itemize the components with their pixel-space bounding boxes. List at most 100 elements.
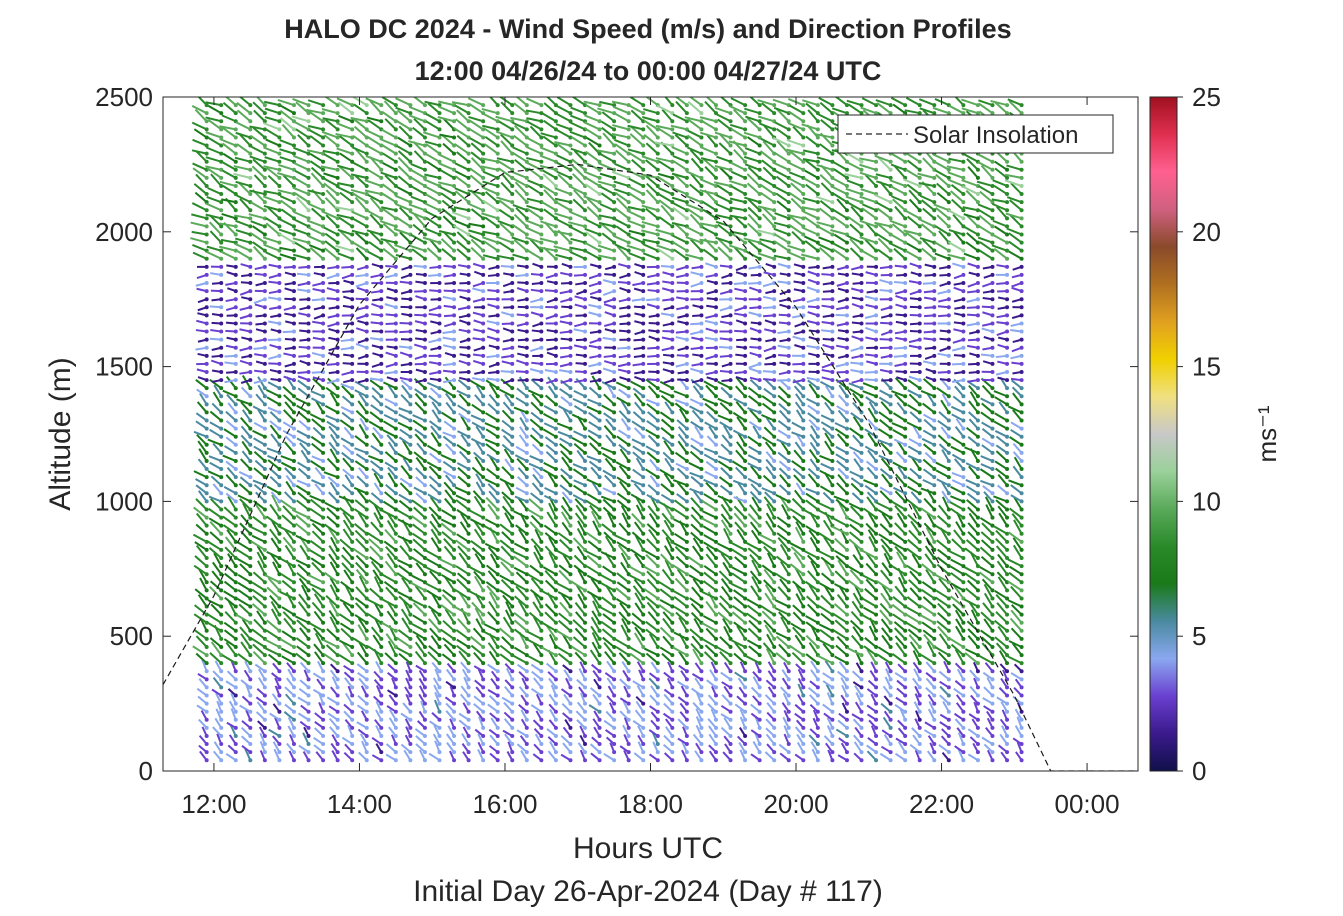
wind-barb-dot	[583, 734, 587, 738]
wind-barb-dot	[394, 354, 398, 358]
wind-barb-dot	[408, 548, 412, 552]
wind-barb-dot	[205, 507, 209, 511]
wind-barb-dot	[234, 718, 238, 722]
wind-barb-dot	[539, 176, 543, 180]
wind-barb-dot	[379, 685, 383, 689]
wind-barb-dot	[292, 613, 296, 617]
wind-barb-dot	[554, 572, 558, 576]
wind-barb-dot	[437, 532, 441, 536]
wind-barb-dot	[568, 621, 572, 625]
wind-barb-dot	[583, 208, 587, 212]
wind-barb-dot	[627, 386, 631, 390]
wind-barb-dot	[568, 378, 572, 382]
wind-barb-dot	[481, 588, 485, 592]
wind-barb-dot	[292, 742, 296, 746]
wind-barb-dot	[612, 734, 616, 738]
wind-barb-dot	[336, 200, 340, 204]
wind-barb-dot	[496, 605, 500, 609]
wind-barb-dot	[554, 677, 558, 681]
wind-barb-dot	[525, 596, 529, 600]
wind-barb-dot	[612, 402, 616, 406]
wind-barb-dot	[452, 596, 456, 600]
wind-barb-dot	[525, 265, 529, 269]
wind-barb-dot	[612, 451, 616, 455]
wind-barb-dot	[350, 419, 354, 423]
wind-barb-dot	[205, 750, 209, 754]
wind-barb-dot	[205, 443, 209, 447]
wind-barb-dot	[641, 758, 645, 762]
wind-barb-dot	[350, 572, 354, 576]
wind-barb-dot	[467, 451, 471, 455]
wind-barb-dot	[510, 734, 514, 738]
wind-barb-dot	[394, 330, 398, 334]
wind-barb-dot	[292, 645, 296, 649]
wind-barb-dot	[510, 192, 514, 196]
wind-barb-dot	[452, 467, 456, 471]
wind-barb-dot	[539, 135, 543, 139]
wind-barb-dot	[307, 152, 311, 156]
wind-barb-dot	[627, 330, 631, 334]
wind-barb-dot	[554, 370, 558, 374]
wind-barb-dot	[423, 483, 427, 487]
wind-barb-dot	[627, 718, 631, 722]
wind-barb-dot	[321, 313, 325, 317]
wind-barb-dot	[365, 184, 369, 188]
wind-barb-dot	[598, 548, 602, 552]
wind-barb-dot	[554, 734, 558, 738]
wind-barb-dot	[394, 127, 398, 131]
wind-barb-dot	[205, 354, 209, 358]
wind-barb-dot	[583, 507, 587, 511]
wind-barb-dot	[437, 208, 441, 212]
wind-barb-dot	[321, 330, 325, 334]
wind-barb-dot	[336, 232, 340, 236]
wind-barb-dot	[205, 152, 209, 156]
wind-barb-dot	[641, 548, 645, 552]
wind-barb-dot	[379, 378, 383, 382]
wind-barb-dot	[234, 742, 238, 746]
wind-barb-dot	[248, 354, 252, 358]
wind-barb-dot	[277, 354, 281, 358]
wind-barb-dot	[437, 443, 441, 447]
wind-barb-dot	[379, 265, 383, 269]
wind-barb-dot	[263, 491, 267, 495]
wind-barb-dot	[423, 127, 427, 131]
wind-barb-dot	[277, 443, 281, 447]
wind-barb-dot	[321, 742, 325, 746]
wind-barb-dot	[627, 338, 631, 342]
wind-barb-dot	[277, 378, 281, 382]
wind-barb-dot	[307, 216, 311, 220]
wind-barb-dot	[263, 613, 267, 617]
wind-barb-dot	[627, 111, 631, 115]
wind-barb-dot	[365, 459, 369, 463]
wind-barb-dot	[467, 297, 471, 301]
wind-barb-dot	[452, 402, 456, 406]
wind-barb-dot	[568, 241, 572, 245]
wind-barb-dot	[437, 119, 441, 123]
wind-barb-dot	[423, 443, 427, 447]
wind-barb-dot	[598, 402, 602, 406]
wind-barb-dot	[248, 103, 252, 107]
wind-barb-dot	[263, 321, 267, 325]
wind-barb-dot	[539, 370, 543, 374]
wind-barb-dot	[539, 548, 543, 552]
wind-barb-dot	[336, 297, 340, 301]
wind-barb-dot	[452, 346, 456, 350]
wind-barb-dot	[307, 637, 311, 641]
wind-barb-dot	[423, 621, 427, 625]
wind-barb-dot	[234, 726, 238, 730]
wind-barb-dot	[437, 605, 441, 609]
wind-barb-dot	[205, 273, 209, 277]
wind-barb-dot	[321, 524, 325, 528]
wind-barb-dot	[234, 629, 238, 633]
wind-barb-dot	[598, 362, 602, 366]
wind-barb-dot	[510, 265, 514, 269]
wind-barb-dot	[525, 427, 529, 431]
wind-barb-dot	[554, 249, 558, 253]
wind-barb-dot	[307, 475, 311, 479]
wind-barb-dot	[379, 524, 383, 528]
wind-barb-dot	[496, 378, 500, 382]
wind-barb-dot	[496, 443, 500, 447]
wind-barb-dot	[350, 702, 354, 706]
wind-barb-dot	[219, 499, 223, 503]
wind-barb-dot	[554, 338, 558, 342]
